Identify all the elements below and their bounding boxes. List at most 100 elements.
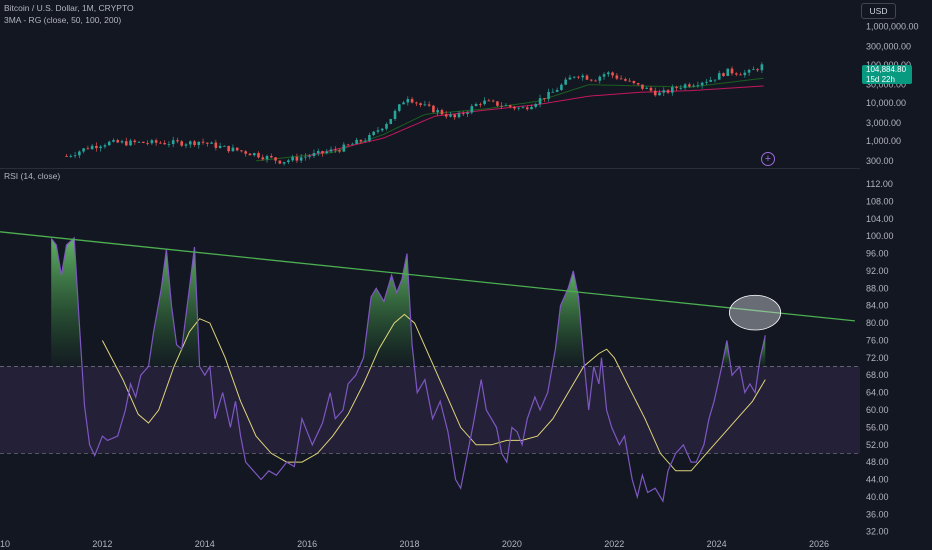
candle-body	[717, 73, 721, 80]
candle-body	[436, 110, 439, 113]
candle-body	[722, 73, 725, 77]
candle-body	[427, 104, 431, 106]
candle-body	[671, 87, 674, 93]
price-axis-tick: 30,000.00	[866, 80, 906, 90]
candle-body	[466, 112, 469, 114]
rsi-band	[0, 366, 860, 454]
candle-body	[547, 91, 550, 99]
candle-body	[385, 123, 388, 129]
candle-body	[176, 140, 179, 142]
price-axis-tick: 1,000,000.00	[866, 22, 919, 32]
candle-body	[577, 76, 580, 78]
highlight-ellipse	[729, 294, 782, 331]
last-price-tag: 104,884.80 15d 22h	[862, 65, 912, 84]
candle-body	[65, 156, 68, 157]
rsi-ma-line	[101, 313, 766, 472]
candle-body	[747, 69, 751, 73]
candle-body	[696, 85, 700, 87]
candle-body	[201, 141, 205, 143]
candle-body	[282, 162, 286, 164]
candle-body	[423, 104, 427, 106]
rsi-axis-tick: 64.00	[866, 388, 889, 398]
candle-body	[581, 75, 585, 78]
candle-body	[611, 72, 614, 76]
candle-body	[666, 90, 670, 93]
candle-body	[508, 105, 512, 107]
rsi-axis-tick: 56.00	[866, 422, 889, 432]
candle-body	[410, 99, 414, 103]
candle-body	[474, 104, 478, 107]
candle-body	[602, 74, 606, 77]
candle-body	[555, 89, 559, 92]
candle-body	[82, 148, 85, 152]
time-axis-tick: 2024	[707, 539, 727, 549]
candle-body	[432, 105, 435, 113]
candle-body	[142, 141, 145, 143]
candle-body	[159, 142, 162, 144]
candle-body	[688, 84, 691, 87]
candle-body	[589, 79, 593, 81]
candle-body	[206, 142, 209, 144]
candle-body	[244, 151, 248, 154]
price-axis-tick: 10,000.00	[866, 98, 906, 108]
candle-body	[69, 155, 73, 157]
time-axis-tick: 2012	[92, 539, 112, 549]
symbol-legend: Bitcoin / U.S. Dollar, 1M, CRYPTO	[4, 3, 134, 13]
candle-body	[188, 141, 192, 145]
rsi-axis-tick: 60.00	[866, 405, 889, 415]
rsi-axis-tick: 96.00	[866, 249, 889, 259]
candle-body	[368, 135, 371, 141]
candle-body	[150, 140, 154, 144]
candle-body	[321, 151, 324, 154]
candle-body	[525, 107, 529, 110]
candle-body	[299, 157, 303, 161]
time-axis-tick: 2014	[195, 539, 215, 549]
candle-body	[376, 130, 380, 132]
candle-body	[598, 76, 602, 81]
candle-body	[406, 99, 410, 103]
candle-body	[180, 141, 184, 146]
candle-body	[248, 153, 252, 156]
candle-body	[372, 131, 375, 136]
candle-body	[624, 79, 627, 81]
candle-body	[116, 140, 120, 143]
candle-body	[261, 157, 265, 160]
rsi-axis-tick: 52.00	[866, 440, 889, 450]
candle-body	[585, 75, 589, 80]
rsi-pane	[0, 231, 860, 503]
candle-body	[594, 80, 597, 82]
candle-body	[419, 103, 422, 105]
candle-body	[355, 139, 358, 144]
candle-body	[619, 78, 623, 80]
rsi-line	[50, 236, 766, 503]
rsi-axis-tick: 68.00	[866, 370, 889, 380]
candle-body	[86, 148, 90, 150]
candle-body	[700, 82, 704, 86]
price-axis-tick: 100,000.00	[866, 60, 911, 70]
candle-body	[107, 141, 111, 146]
time-axis-tick: 2018	[400, 539, 420, 549]
candle-body	[257, 153, 260, 158]
candle-body	[338, 150, 341, 152]
candle-body	[342, 144, 346, 152]
candle-body	[521, 107, 525, 109]
price-axis-tick: 300,000.00	[866, 42, 911, 52]
candle-body	[551, 91, 555, 93]
price-axis-tick: 300.00	[866, 156, 894, 166]
plus-circle-icon[interactable]: +	[761, 152, 775, 166]
candle-body	[287, 160, 290, 163]
candle-body	[304, 156, 307, 158]
candle-body	[607, 72, 610, 75]
currency-button[interactable]: USD	[861, 3, 896, 19]
rsi-axis-tick: 92.00	[866, 266, 889, 276]
candle-body	[252, 153, 256, 156]
candle-body	[709, 79, 712, 82]
candle-body	[270, 155, 273, 158]
candle-body	[167, 144, 171, 145]
candle-body	[470, 106, 474, 113]
candle-body	[197, 141, 201, 145]
time-axis-tick: 2022	[604, 539, 624, 549]
candle-body	[756, 69, 759, 71]
candle-body	[308, 156, 312, 157]
candle-body	[193, 141, 196, 145]
